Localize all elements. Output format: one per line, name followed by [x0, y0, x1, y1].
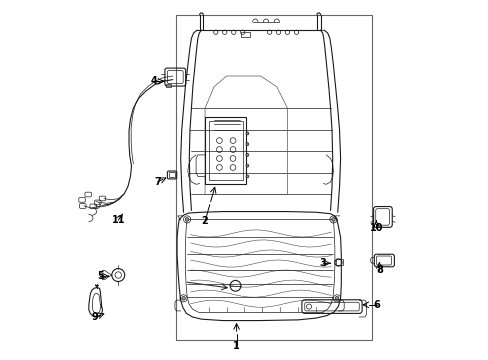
Bar [168, 172, 175, 177]
Text: 6: 6 [373, 300, 380, 310]
Bar [241, 32, 249, 37]
Bar [204, 117, 246, 184]
Text: 8: 8 [375, 265, 382, 275]
Text: 9: 9 [91, 312, 98, 322]
Text: 10: 10 [369, 224, 383, 233]
Text: 1: 1 [233, 341, 240, 351]
Text: 7: 7 [154, 177, 161, 187]
Bar [176, 15, 371, 339]
Text: 4: 4 [150, 76, 157, 86]
Circle shape [182, 297, 185, 300]
Circle shape [245, 153, 248, 156]
Text: 2: 2 [201, 216, 208, 226]
Circle shape [335, 297, 338, 300]
Circle shape [245, 132, 248, 135]
Circle shape [245, 164, 248, 167]
Circle shape [245, 175, 248, 178]
Text: 3: 3 [319, 258, 325, 268]
Circle shape [245, 143, 248, 145]
Bar [165, 84, 170, 87]
Text: 5: 5 [97, 271, 103, 281]
Text: 11: 11 [111, 215, 125, 225]
Bar [208, 121, 242, 180]
Circle shape [331, 218, 335, 221]
Bar [335, 259, 343, 265]
Circle shape [185, 218, 188, 221]
